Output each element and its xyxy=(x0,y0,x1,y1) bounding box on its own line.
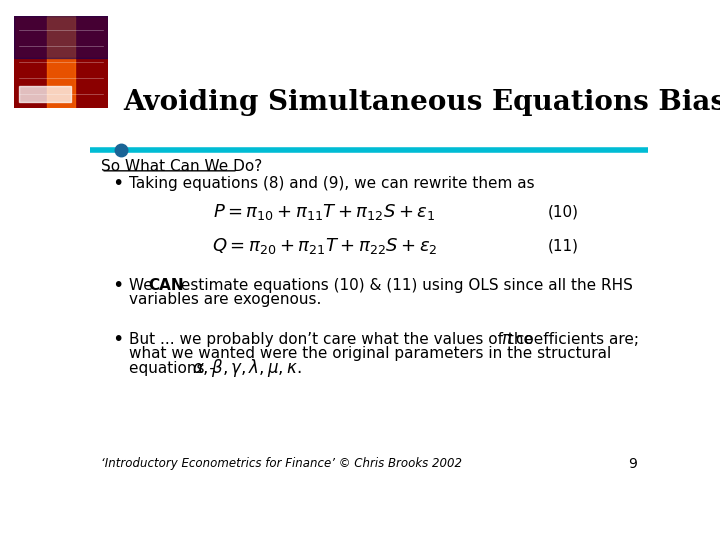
Text: variables are exogenous.: variables are exogenous. xyxy=(129,292,321,307)
Text: $\pi$: $\pi$ xyxy=(500,330,513,348)
Text: CAN: CAN xyxy=(148,278,184,293)
Text: (11): (11) xyxy=(547,238,579,253)
Text: ‘Introductory Econometrics for Finance’ © Chris Brooks 2002: ‘Introductory Econometrics for Finance’ … xyxy=(101,457,462,470)
Text: equations -: equations - xyxy=(129,361,220,376)
Text: (10): (10) xyxy=(547,205,579,220)
Text: Taking equations (8) and (9), we can rewrite them as: Taking equations (8) and (9), we can rew… xyxy=(129,176,535,191)
Text: estimate equations (10) & (11) using OLS since all the RHS: estimate equations (10) & (11) using OLS… xyxy=(176,278,634,293)
Text: •: • xyxy=(112,330,124,349)
Text: $Q = \pi_{20} + \pi_{21}T + \pi_{22}S + \varepsilon_2$: $Q = \pi_{20} + \pi_{21}T + \pi_{22}S + … xyxy=(212,235,437,255)
Text: We: We xyxy=(129,278,158,293)
Text: So What Can We Do?: So What Can We Do? xyxy=(101,159,262,174)
Bar xyxy=(48,16,75,108)
Text: •: • xyxy=(112,276,124,295)
Text: •: • xyxy=(112,174,124,193)
Text: But ... we probably don’t care what the values of the: But ... we probably don’t care what the … xyxy=(129,332,538,347)
Bar xyxy=(19,86,71,103)
Text: $P = \pi_{10} + \pi_{11}T + \pi_{12}S + \varepsilon_1$: $P = \pi_{10} + \pi_{11}T + \pi_{12}S + … xyxy=(213,202,436,222)
Text: 9: 9 xyxy=(628,457,637,471)
Text: $\alpha, \beta, \gamma, \lambda, \mu, \kappa.$: $\alpha, \beta, \gamma, \lambda, \mu, \k… xyxy=(192,357,301,379)
Bar xyxy=(14,16,108,57)
Text: coefficients are;: coefficients are; xyxy=(511,332,639,347)
Text: Avoiding Simultaneous Equations Bias: Avoiding Simultaneous Equations Bias xyxy=(123,89,720,116)
Text: what we wanted were the original parameters in the structural: what we wanted were the original paramet… xyxy=(129,346,611,361)
